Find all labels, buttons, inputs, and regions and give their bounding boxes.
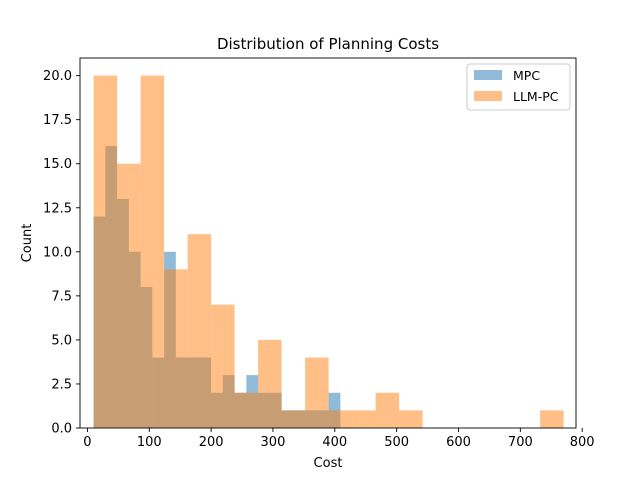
x-axis-label: Cost: [314, 456, 343, 471]
bar-llm-pc-10: [328, 410, 353, 428]
legend-swatch-llm-pc: [474, 91, 502, 101]
bar-llm-pc-9: [305, 357, 329, 428]
bar-llm-pc-11: [352, 410, 376, 428]
x-tick-label: 700: [508, 435, 533, 450]
y-axis-label: Count: [20, 224, 35, 263]
bar-llm-pc-13: [399, 410, 423, 428]
bar-llm-pc-8: [281, 410, 306, 428]
bar-llm-pc-7: [258, 339, 282, 428]
axes-frame: [79, 57, 577, 429]
bar-llm-pc-3: [164, 269, 188, 428]
legend-swatch-mpc: [474, 70, 502, 80]
legend: MPC LLM-PC: [466, 63, 571, 111]
plot-area: [93, 75, 564, 428]
bar-llm-pc-1: [117, 163, 141, 428]
y-tick-label: 0.0: [51, 422, 72, 437]
x-tick-label: 500: [384, 435, 409, 450]
bar-llm-pc-2: [140, 75, 165, 428]
histogram-bars: [93, 75, 564, 428]
x-tick-label: 300: [261, 435, 286, 450]
x-tick-label: 0: [83, 435, 91, 450]
bar-llm-pc-4: [187, 234, 212, 428]
bar-llm-pc-5: [211, 304, 235, 428]
y-tick-label: 5.0: [51, 333, 72, 348]
bar-llm-pc-0: [93, 75, 118, 428]
bar-llm-pc-6: [234, 392, 259, 428]
y-axis-ticks: 0.0 2.5 5.0 7.5 10.0 12.5 15.0 17.5 20.0: [43, 69, 80, 437]
x-tick-label: 400: [322, 435, 347, 450]
x-tick-label: 100: [137, 435, 162, 450]
y-tick-label: 7.5: [51, 289, 72, 304]
y-tick-label: 20.0: [43, 69, 72, 84]
y-tick-label: 17.5: [43, 113, 72, 128]
legend-label-llm-pc: LLM-PC: [513, 89, 559, 104]
y-tick-label: 10.0: [43, 245, 72, 260]
legend-label-mpc: MPC: [513, 68, 540, 83]
x-tick-label: 800: [570, 435, 595, 450]
x-tick-label: 600: [446, 435, 471, 450]
bar-llm-pc-12: [375, 392, 400, 428]
y-tick-label: 2.5: [51, 377, 72, 392]
x-tick-label: 200: [199, 435, 224, 450]
y-tick-label: 15.0: [43, 157, 72, 172]
y-tick-label: 12.5: [43, 201, 72, 216]
x-axis-ticks: 0 100 200 300 400 500 600 700 800: [83, 428, 595, 450]
chart-title: Distribution of Planning Costs: [217, 35, 439, 53]
bar-llm-pc-14: [540, 410, 564, 428]
